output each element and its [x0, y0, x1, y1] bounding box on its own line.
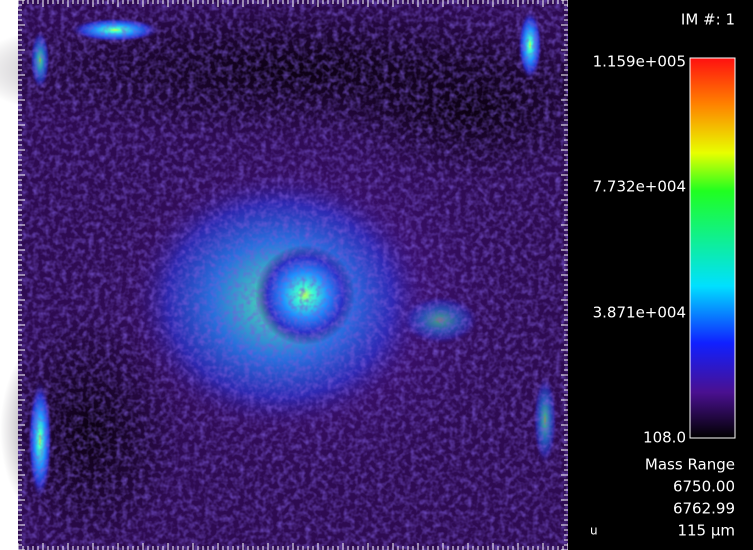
colorbar-label: 108.0: [643, 429, 686, 447]
mass-range-title: Mass Range: [645, 456, 735, 474]
colorbar: [689, 57, 736, 439]
colorbar-label: 3.871e+004: [593, 304, 686, 322]
colorbar-label: 1.159e+005: [593, 53, 686, 71]
noise-overlay: [18, 0, 568, 550]
mass-range-from: 6750.00: [673, 478, 735, 496]
image-number: IM #: 1: [681, 11, 735, 29]
frame-ticks: [17, 0, 569, 550]
colorbar-label: 7.732e+004: [593, 178, 686, 196]
unit: u: [590, 524, 598, 538]
scale-bar-label: 115 μm: [677, 522, 735, 540]
mass-range-to: 6762.99: [673, 500, 735, 518]
